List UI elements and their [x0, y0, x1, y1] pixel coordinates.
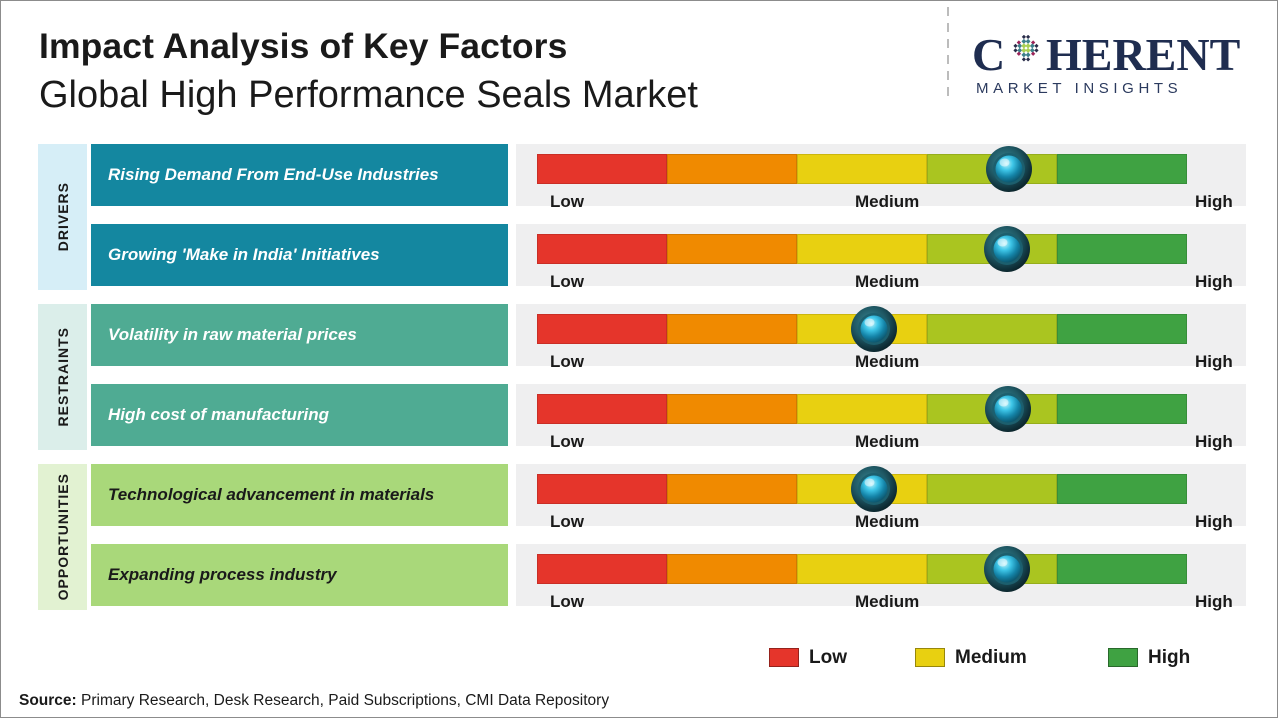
svg-text:HERENT: HERENT — [1046, 29, 1240, 80]
svg-text:C: C — [974, 29, 1005, 80]
svg-text:MARKET INSIGHTS: MARKET INSIGHTS — [976, 80, 1182, 96]
